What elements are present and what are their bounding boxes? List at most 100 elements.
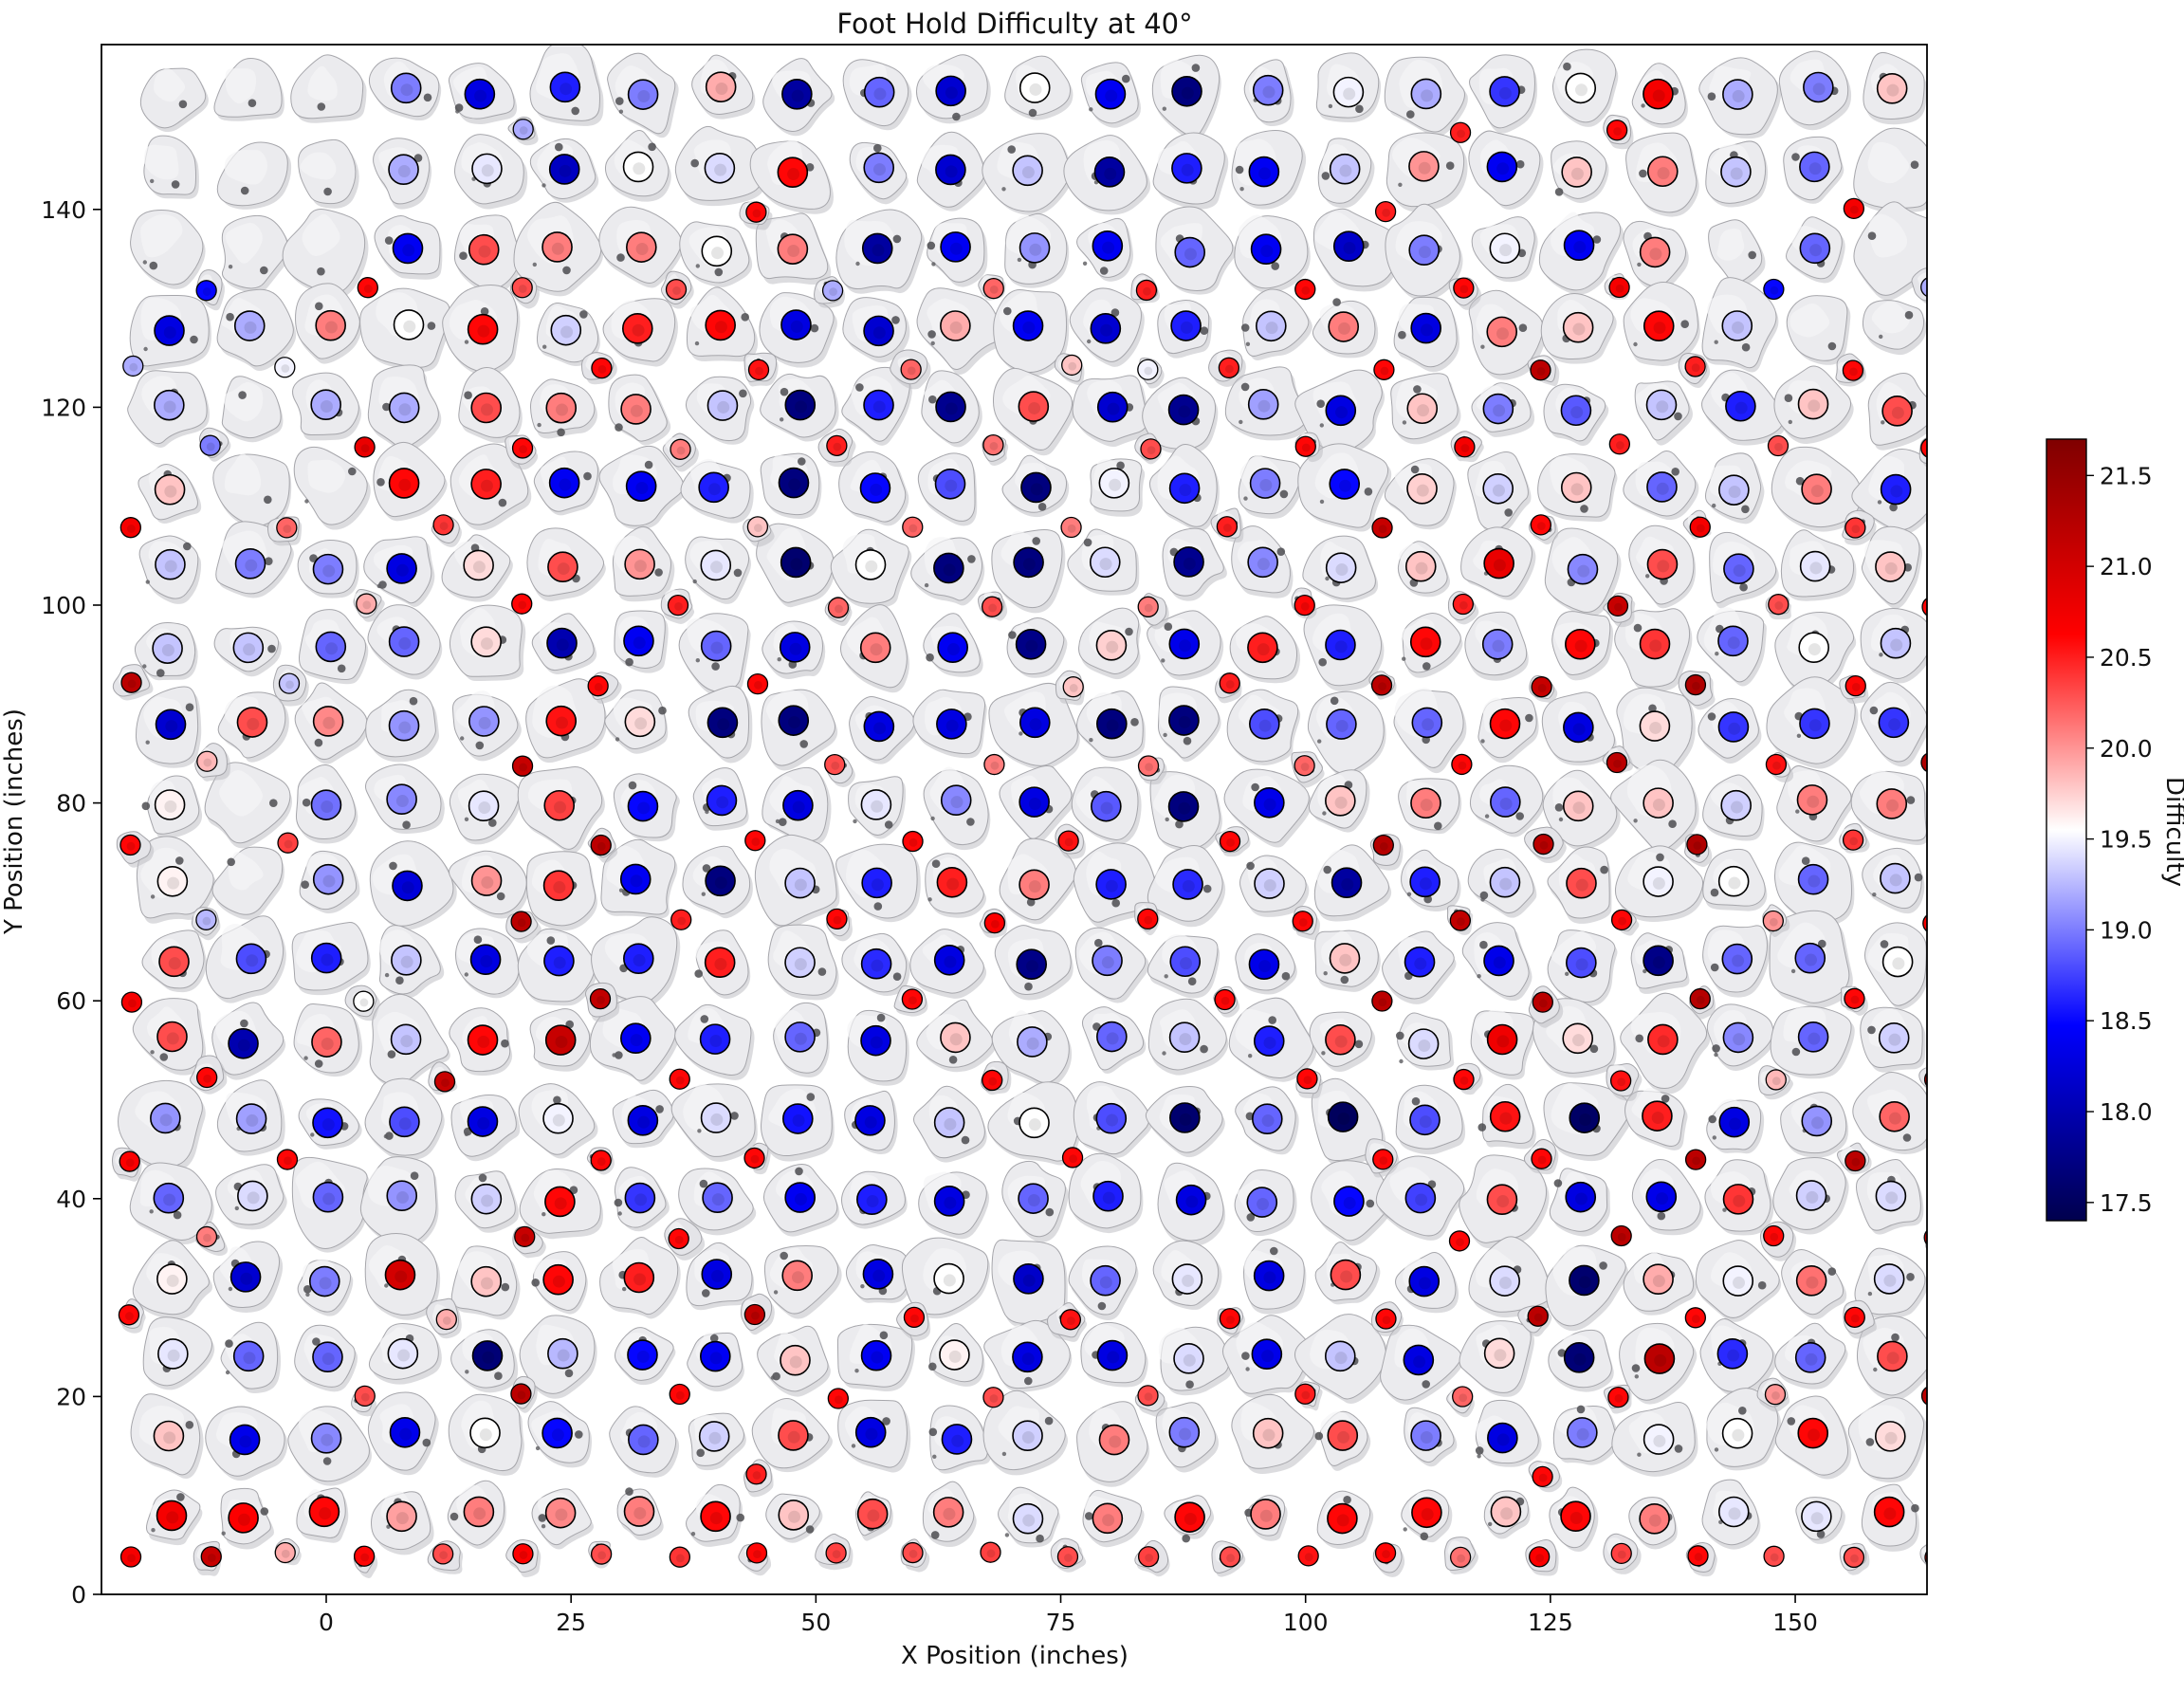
foothold-difficulty-marker — [1254, 786, 1285, 819]
foothold — [1708, 219, 1766, 287]
bolt-hole-dot — [1422, 662, 1431, 671]
foothold — [296, 1487, 349, 1543]
foothold — [450, 1095, 521, 1162]
offset-difficulty-marker — [511, 755, 534, 777]
foothold-difficulty-marker — [1013, 546, 1044, 579]
bolt-hole-dot — [176, 1493, 185, 1501]
foothold — [1317, 138, 1375, 209]
foothold-difficulty-marker — [1409, 1104, 1441, 1136]
bolt-hole-dot — [1712, 1044, 1720, 1053]
offset-foothold — [1215, 672, 1242, 704]
bolt-hole-dot — [1674, 412, 1682, 421]
marker-dimple — [872, 244, 885, 257]
marker-dimple — [1067, 524, 1076, 533]
marker-dimple — [1812, 83, 1826, 96]
offset-difficulty-marker — [1924, 1550, 1927, 1565]
foothold — [1460, 526, 1536, 600]
foothold — [685, 536, 751, 604]
foothold — [1459, 1154, 1550, 1249]
bolt-hole-dot — [1343, 1496, 1351, 1504]
marker-dimple — [832, 1550, 841, 1559]
foothold — [1239, 855, 1310, 917]
foothold — [1313, 844, 1392, 922]
marker-dimple — [634, 1193, 648, 1206]
foothold-difficulty-marker — [152, 633, 183, 664]
offset-difficulty-marker — [1609, 1070, 1632, 1092]
bolt-hole-dot — [1434, 821, 1442, 831]
marker-dimple — [1343, 242, 1356, 255]
offset-difficulty-marker — [1214, 988, 1236, 1011]
foothold-difficulty-marker — [387, 1337, 419, 1370]
offset-difficulty-marker — [982, 277, 1004, 300]
bolt-hole-dot — [1410, 465, 1420, 474]
marker-dimple — [237, 1039, 250, 1052]
offset-foothold — [505, 434, 539, 470]
offset-foothold — [353, 589, 385, 622]
offset-foothold — [1369, 833, 1404, 871]
offset-foothold — [588, 1540, 613, 1569]
foothold-difficulty-marker — [860, 789, 892, 820]
foothold-difficulty-marker — [1019, 72, 1051, 103]
foothold-difficulty-marker — [1247, 546, 1278, 579]
offset-difficulty-marker — [668, 1227, 689, 1250]
foothold-difficulty-marker — [156, 865, 189, 897]
foothold — [1004, 55, 1074, 120]
foothold-difficulty-marker — [1796, 784, 1828, 816]
hold-highlight — [228, 852, 264, 891]
bolt-hole-dot — [1130, 718, 1139, 727]
foothold — [1231, 525, 1294, 598]
foothold-difficulty-marker — [936, 866, 968, 898]
marker-dimple — [553, 800, 567, 814]
foothold — [1468, 1236, 1553, 1318]
bolt-hole-dot — [553, 1095, 561, 1105]
foothold-difficulty-marker — [1797, 1417, 1829, 1449]
y-tick-label: 140 — [41, 196, 86, 224]
marker-dimple — [1652, 956, 1665, 969]
bolt-hole-dot — [806, 1093, 816, 1101]
marker-dimple — [1262, 85, 1276, 99]
offset-difficulty-marker — [1842, 359, 1864, 381]
foothold-difficulty-marker — [1878, 707, 1910, 739]
offset-foothold — [982, 434, 1009, 466]
marker-dimple — [125, 1158, 135, 1168]
marker-dimple — [161, 644, 174, 657]
foothold — [1234, 1169, 1297, 1237]
foothold-difficulty-marker — [1410, 78, 1442, 110]
foothold — [616, 1487, 664, 1541]
foothold-difficulty-marker — [1562, 790, 1594, 822]
marker-dimple — [1574, 639, 1588, 653]
offset-foothold — [1604, 273, 1630, 300]
foothold-difficulty-marker — [705, 865, 736, 897]
foothold — [1547, 929, 1618, 1006]
marker-dimple — [1022, 1514, 1036, 1527]
bolt-hole-dot — [1637, 262, 1642, 267]
offset-foothold — [1523, 1139, 1559, 1175]
foothold — [841, 366, 912, 446]
offset-foothold — [979, 908, 1008, 938]
marker-dimple — [989, 285, 999, 294]
marker-dimple — [988, 1077, 998, 1086]
foothold — [674, 1003, 755, 1080]
marker-dimple — [1807, 1428, 1821, 1442]
bolt-hole-dot — [1422, 1380, 1430, 1389]
colorbar-tick-label: 21.0 — [2100, 553, 2153, 580]
marker-dimple — [1500, 1507, 1514, 1520]
foothold-difficulty-marker — [705, 71, 737, 102]
offset-difficulty-marker — [982, 1069, 1003, 1092]
offset-difficulty-marker — [1844, 674, 1866, 697]
marker-dimple — [707, 483, 721, 496]
foothold — [1549, 1168, 1610, 1237]
marker-dimple — [1927, 285, 1936, 293]
foothold-difficulty-marker — [704, 152, 736, 184]
offset-difficulty-marker — [591, 357, 613, 379]
offset-difficulty-marker — [670, 438, 691, 460]
bolt-hole-dot — [1708, 1114, 1716, 1124]
offset-difficulty-marker — [1451, 753, 1473, 776]
marker-dimple — [794, 878, 807, 892]
bolt-hole-dot — [1001, 187, 1006, 192]
bolt-hole-dot — [1245, 1367, 1250, 1371]
marker-dimple — [1420, 799, 1433, 812]
marker-dimple — [1657, 560, 1670, 573]
bolt-hole-dot — [450, 1512, 459, 1521]
offset-difficulty-marker — [196, 1066, 218, 1089]
